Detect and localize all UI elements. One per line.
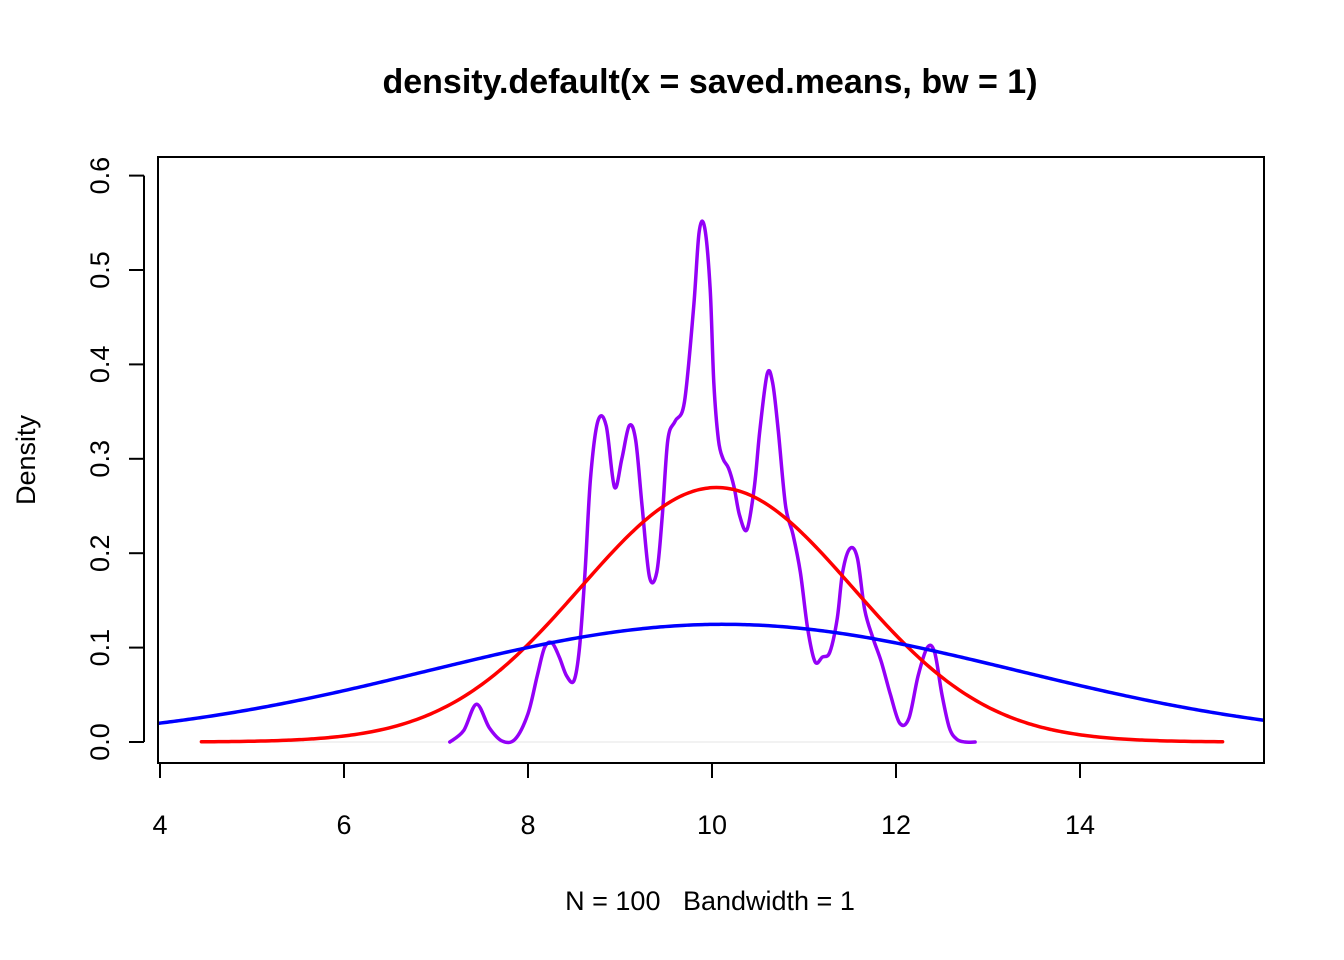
plot-frame	[157, 156, 1265, 764]
x-tick-label: 12	[881, 810, 911, 840]
y-tick-label: 0.4	[85, 346, 115, 384]
y-tick-label: 0.6	[85, 157, 115, 195]
y-tick-label: 0.3	[85, 440, 115, 478]
series-layer	[158, 219, 1264, 745]
x-tick-label: 10	[697, 810, 727, 840]
wide-normal-curve	[158, 622, 1264, 726]
y-tick-label: 0.1	[85, 629, 115, 667]
y-axis-label: Density	[11, 414, 41, 505]
empirical-density-curve	[448, 219, 977, 745]
x-tick-label: 8	[520, 810, 535, 840]
x-axis-label: N = 100 Bandwidth = 1	[565, 886, 855, 916]
x-tick-label: 14	[1065, 810, 1095, 840]
y-tick-label: 0.2	[85, 534, 115, 572]
narrow-normal-curve	[199, 485, 1225, 744]
x-tick-label: 6	[336, 810, 351, 840]
y-axis: 0.0 0.1 0.2 0.3 0.4 0.5 0.6	[85, 157, 145, 761]
x-tick-label: 4	[152, 810, 167, 840]
y-tick-label: 0.5	[85, 251, 115, 289]
y-tick-label: 0.0	[85, 723, 115, 761]
x-axis: 4 6 8 10 12 14	[152, 762, 1095, 840]
chart-title: density.default(x = saved.means, bw = 1)	[382, 63, 1037, 101]
